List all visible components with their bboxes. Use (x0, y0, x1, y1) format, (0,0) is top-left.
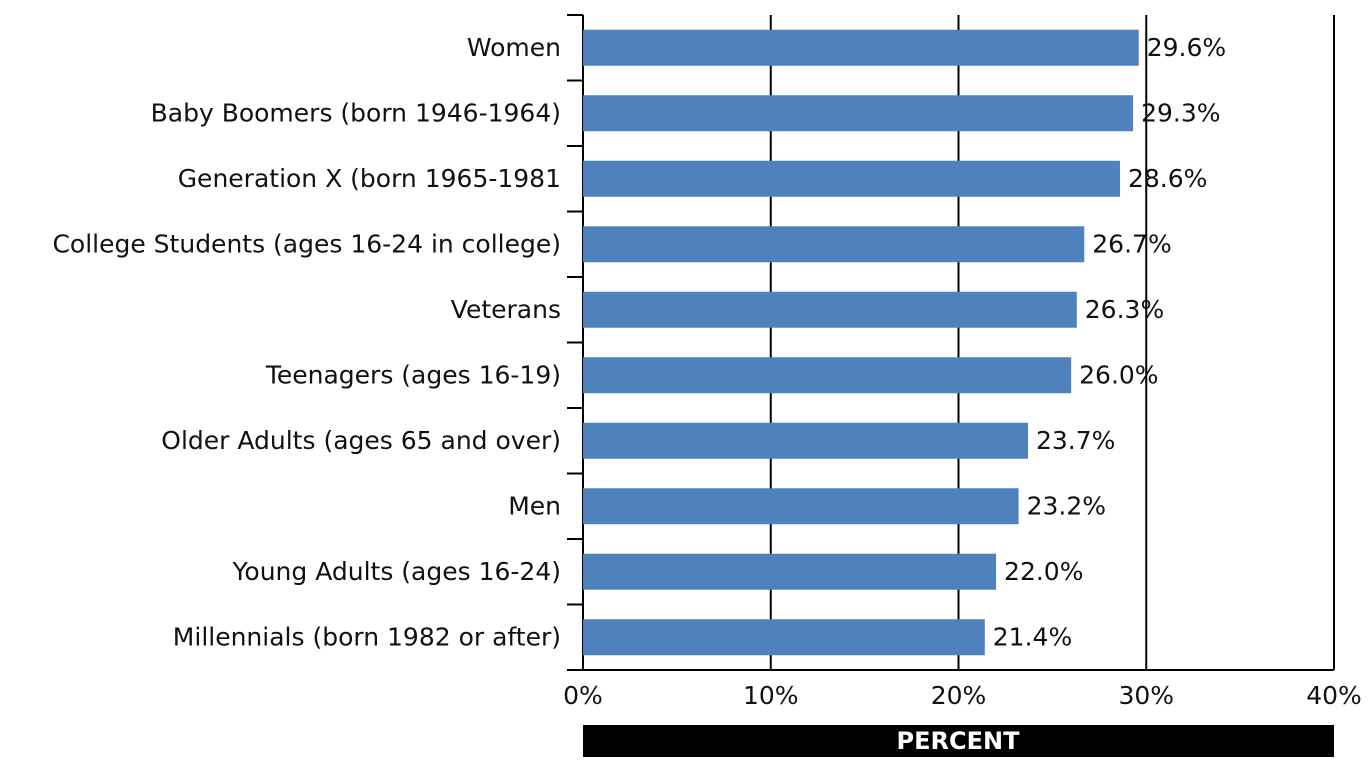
x-tick-label: 0% (563, 681, 603, 710)
bar (583, 422, 1028, 459)
x-tick-label: 40% (1306, 681, 1362, 710)
data-label: 28.6% (1128, 164, 1207, 193)
data-label: 22.0% (1004, 557, 1083, 586)
y-tick-label: Teenagers (ages 16-19) (265, 360, 561, 389)
y-tick-label: Veterans (451, 295, 561, 324)
data-label: 23.2% (1027, 491, 1106, 520)
y-tick-label: Baby Boomers (born 1946-1964) (151, 98, 561, 127)
data-label: 23.7% (1036, 426, 1115, 455)
bar (583, 357, 1072, 394)
data-label: 29.6% (1147, 33, 1226, 62)
y-tick-label: Young Adults (ages 16-24) (231, 557, 561, 586)
data-label: 26.3% (1085, 295, 1164, 324)
x-tick-label: 20% (931, 681, 987, 710)
data-label: 21.4% (993, 622, 1072, 651)
y-tick-label: Men (508, 491, 561, 520)
x-tick-label: 30% (1118, 681, 1174, 710)
bar (583, 553, 997, 590)
y-tick-label: Women (467, 33, 561, 62)
bar (583, 488, 1019, 525)
y-tick-label: Generation X (born 1965-1981 (178, 164, 561, 193)
bar (583, 95, 1134, 132)
bar (583, 291, 1077, 328)
y-tick-label: College Students (ages 16-24 in college) (52, 229, 561, 258)
data-label: 26.0% (1079, 360, 1158, 389)
bar (583, 619, 985, 656)
x-axis-label-band (583, 725, 1334, 757)
bar (583, 226, 1085, 263)
x-axis-label: PERCENT (897, 727, 1021, 755)
y-tick-label: Millennials (born 1982 or after) (173, 622, 561, 651)
bar (583, 160, 1120, 197)
bar (583, 29, 1139, 66)
data-label: 26.7% (1092, 229, 1171, 258)
x-tick-label: 10% (743, 681, 799, 710)
data-label: 29.3% (1141, 98, 1220, 127)
y-tick-label: Older Adults (ages 65 and over) (161, 426, 561, 455)
